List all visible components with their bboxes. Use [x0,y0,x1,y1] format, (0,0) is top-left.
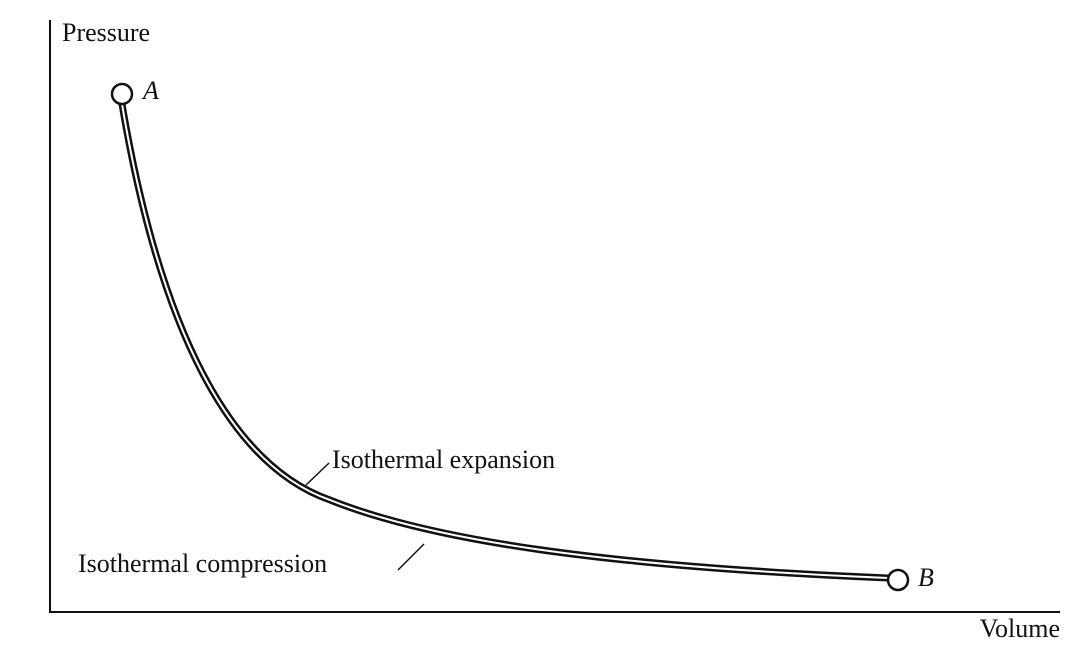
y-axis-label: Pressure [62,18,150,47]
isotherm-curve [118,103,889,582]
curve-label: Isothermal expansion [332,445,555,474]
point-label: B [918,563,934,592]
leader-line [397,543,425,571]
curve-label: Isothermal compression [78,549,327,578]
point-label: A [141,76,159,105]
x-axis-label: Volume [980,614,1060,643]
point-a [110,82,134,106]
leader-line [305,462,330,486]
point-b [886,568,910,592]
